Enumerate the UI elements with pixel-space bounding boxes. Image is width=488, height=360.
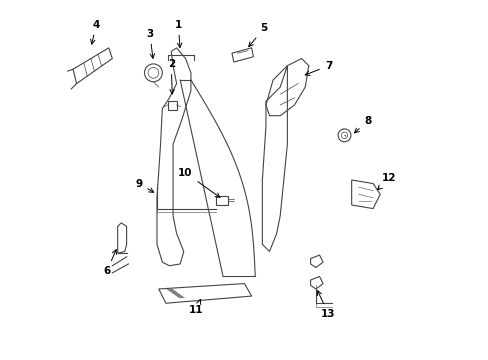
- Text: 9: 9: [135, 179, 153, 192]
- Text: 12: 12: [377, 173, 396, 190]
- Text: 7: 7: [305, 61, 331, 75]
- Text: 11: 11: [189, 300, 203, 315]
- Text: 3: 3: [146, 28, 154, 58]
- Text: 5: 5: [248, 23, 267, 47]
- Text: 13: 13: [317, 291, 335, 319]
- Text: 8: 8: [354, 116, 370, 133]
- Text: 1: 1: [174, 19, 182, 48]
- Text: 2: 2: [167, 59, 175, 94]
- Text: 4: 4: [90, 19, 100, 44]
- Text: 6: 6: [103, 249, 116, 276]
- Text: 10: 10: [178, 168, 220, 197]
